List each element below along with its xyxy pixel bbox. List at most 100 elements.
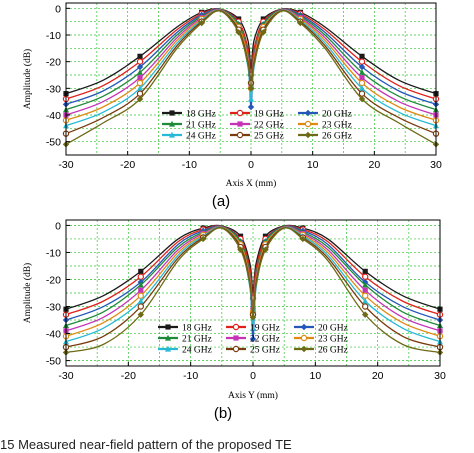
series-marker (138, 287, 144, 293)
series-marker (362, 292, 369, 299)
legend-entry: 19 GHz (250, 324, 280, 334)
series-marker (136, 63, 144, 71)
series-group (62, 8, 440, 148)
series-marker (359, 85, 365, 91)
x-tick-label: 10 (307, 159, 319, 171)
series-marker (300, 345, 308, 353)
x-tick-label: -10 (182, 159, 197, 171)
series-marker (358, 79, 366, 87)
series-marker (136, 95, 144, 103)
y-tick-label: -30 (46, 83, 61, 95)
series-marker (362, 273, 369, 280)
series-marker (136, 90, 144, 97)
y-tick-label: -40 (46, 110, 61, 122)
legend-entry: 18 GHz (186, 110, 216, 120)
x-tick-label: -10 (183, 370, 198, 382)
legend: 18 GHz 19 GHz 20 GHz 21 GHz 22 GHz 23 GHz 24 G… (158, 324, 348, 356)
legend-entry: 25 GHz (254, 132, 284, 142)
series-marker (304, 131, 312, 139)
series-marker (359, 69, 365, 75)
legend-entry: 22 GHz (250, 335, 280, 345)
series-marker (138, 268, 144, 274)
series-marker (362, 268, 368, 274)
series-marker (237, 246, 244, 253)
x-tick-label: 30 (434, 370, 446, 382)
x-axis-label: Axis Y (mm) (228, 390, 278, 401)
legend-entry: 24 GHz (186, 132, 216, 142)
series-marker (236, 131, 244, 139)
series-marker (233, 335, 239, 341)
x-tick-label: 0 (250, 370, 256, 382)
series-marker (358, 90, 366, 97)
series-marker (248, 95, 254, 102)
series-marker (362, 297, 369, 304)
series-marker (137, 297, 144, 304)
series-marker (299, 235, 307, 243)
series-marker (300, 323, 308, 331)
legend-entry: 21 GHz (186, 121, 216, 131)
series-marker (260, 29, 267, 36)
x-tick-label: -20 (120, 159, 135, 171)
series-marker (300, 334, 308, 342)
series-marker (232, 323, 240, 331)
y-tick-label: -10 (46, 247, 61, 259)
x-tick-label: 20 (368, 159, 380, 171)
series-marker (250, 287, 256, 293)
series-marker (236, 109, 244, 117)
series-marker (247, 79, 255, 87)
series-marker (359, 75, 365, 81)
x-tick-label: -30 (58, 159, 73, 171)
series-marker (358, 95, 366, 103)
y-tick-label: -50 (46, 137, 61, 149)
legend-entry: 23 GHz (322, 121, 352, 131)
series-marker (137, 85, 143, 91)
legend-entry: 26 GHz (318, 346, 348, 356)
figure-caption: 15 Measured near-field pattern of the pr… (0, 437, 292, 452)
x-tick-label: -30 (58, 370, 73, 382)
series-marker (249, 335, 257, 343)
legend-entry: 25 GHz (250, 346, 280, 356)
series-marker (359, 53, 365, 59)
series-marker (250, 324, 256, 331)
series-marker (262, 246, 269, 253)
series-marker (165, 334, 171, 341)
y-tick-label: -50 (46, 356, 61, 368)
series-marker (137, 75, 143, 81)
x-tick-label: 20 (372, 370, 384, 382)
series-marker (136, 58, 144, 65)
series-marker (199, 235, 207, 243)
series-marker (137, 53, 143, 59)
legend-entry: 18 GHz (182, 324, 212, 334)
series-marker (137, 292, 144, 299)
axis-ticks: -30 -20 -10 0 10 20 30 0 -10 -20 -30 -40 -50 (46, 3, 442, 171)
y-tick-label: -30 (46, 302, 61, 314)
y-tick-label: 0 (55, 220, 61, 232)
y-tick-label: 0 (55, 3, 61, 15)
series-marker (358, 58, 366, 65)
series-marker (232, 345, 240, 353)
series-marker (247, 103, 255, 111)
series-marker (297, 19, 304, 27)
series-marker (358, 63, 366, 71)
y-tick-label: -20 (46, 274, 61, 286)
series-marker (169, 131, 175, 138)
y-tick-label: -20 (46, 57, 61, 69)
legend-entry: 22 GHz (254, 121, 284, 131)
y-axis-label: Amplitude (dB) (22, 49, 33, 109)
series-marker (198, 19, 205, 27)
legend-entry: 21 GHz (182, 335, 212, 345)
series-marker (237, 121, 243, 127)
legend-entry: 19 GHz (254, 110, 284, 120)
legend-entry: 24 GHz (182, 346, 212, 356)
chart-panel-a: -30 -20 -10 0 10 20 30 0 -10 -20 -30 -40 -50 Axis X (… (22, 2, 442, 210)
legend: 18 GHz 19 GHz 20 GHz 21 GHz 22 GHz 23 GHz 24 G… (162, 110, 352, 142)
series-marker (137, 303, 144, 310)
axis-ticks: -30 -20 -10 0 10 20 30 0 -10 -20 -30 -40 -50 (46, 220, 446, 382)
panel-label: (a) (212, 193, 230, 210)
series-marker (137, 281, 144, 288)
series-marker (137, 273, 144, 280)
x-tick-label: 10 (309, 370, 321, 382)
chart-panel-b: -30 -20 -10 0 10 20 30 0 -10 -20 -30 -40 -50 Axis Y (… (22, 219, 446, 422)
series-marker (249, 314, 257, 321)
x-tick-label: 0 (248, 159, 254, 171)
